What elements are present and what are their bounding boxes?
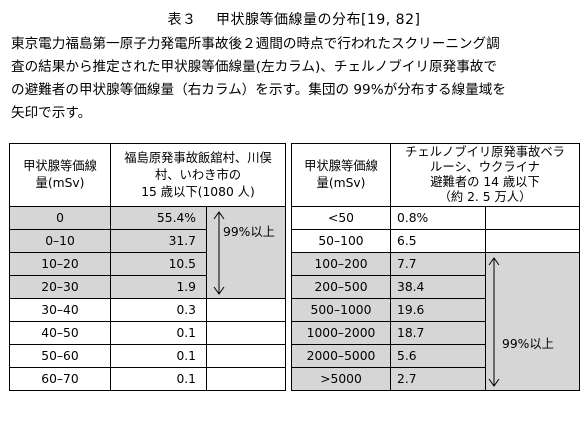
table-row: 50–100 6.5 xyxy=(291,229,580,253)
table-row: 1000–2000 18.7 xyxy=(291,321,580,345)
paragraph-line: 東京電力福島第一原子力発電所事故後２週間の時点で行われたスクリーニング調 xyxy=(11,36,500,52)
header-line: 福島原発事故飯舘村、川俣 xyxy=(124,150,272,165)
range-label: 99%以上 xyxy=(223,225,275,239)
table-row: 40–50 0.1 xyxy=(9,321,287,345)
table-row: 30–40 0.3 xyxy=(9,298,287,322)
value-cell: 2.7 xyxy=(390,367,486,391)
table-caption: 表３ 甲状腺等価線量の分布[19, 82] xyxy=(167,12,421,28)
paragraph-line: 査の結果から推定された甲状腺等価線量(左カラム)、チェルノブイリ原発事故で xyxy=(11,59,497,75)
dose-cell: 30–40 xyxy=(9,298,111,322)
header-line: 量(mSv) xyxy=(35,176,85,190)
dose-cell: 2000–5000 xyxy=(291,344,391,368)
paragraph-line: 矢印で示す。 xyxy=(11,105,92,121)
paragraph-line: の避難者の甲状腺等価線量（右カラム）を示す。集団の 99%が分布する線量域を xyxy=(11,82,506,98)
header-line: チェルノブイリ原発事故ベラ xyxy=(405,145,565,159)
chernobyl-dose-table: 甲状腺等価線 量(mSv) チェルノブイリ原発事故ベラ ルーシ、ウクライナ 避難… xyxy=(291,143,580,391)
range-label: 99%以上 xyxy=(502,337,554,351)
dose-cell: 50–100 xyxy=(291,229,391,253)
empty-cell xyxy=(205,344,287,368)
description-paragraph: 東京電力福島第一原子力発電所事故後２週間の時点で行われたスクリーニング調 査の結… xyxy=(11,33,583,125)
dose-cell: 0–10 xyxy=(9,229,111,253)
table-row: 2000–5000 5.6 xyxy=(291,344,580,368)
header-line: 甲状腺等価線 xyxy=(304,159,378,173)
dose-cell: 200–500 xyxy=(291,275,391,299)
empty-cell xyxy=(205,321,287,345)
empty-cell xyxy=(485,229,580,253)
value-cell: 6.5 xyxy=(390,229,486,253)
dose-column-header: 甲状腺等価線 量(mSv) xyxy=(9,143,111,207)
dose-cell: 100–200 xyxy=(291,252,391,276)
dose-cell: >5000 xyxy=(291,367,391,391)
range-arrow-cell: 99%以上 xyxy=(205,206,287,299)
dose-cell: 0 xyxy=(9,206,111,230)
value-cell: 31.7 xyxy=(110,229,207,253)
fukushima-dose-table: 甲状腺等価線 量(mSv) 福島原発事故飯舘村、川俣 村、いわき市の 15 歳以… xyxy=(9,143,287,391)
value-cell: 10.5 xyxy=(110,252,207,276)
group-column-header: 福島原発事故飯舘村、川俣 村、いわき市の 15 歳以下(1080 人) xyxy=(109,143,287,207)
dose-cell: 40–50 xyxy=(9,321,111,345)
value-cell: 38.4 xyxy=(390,275,486,299)
dose-cell: 20–30 xyxy=(9,275,111,299)
value-cell: 1.9 xyxy=(110,275,207,299)
empty-cell xyxy=(205,298,287,322)
table-row: 50–60 0.1 xyxy=(9,344,287,368)
group-column-header: チェルノブイリ原発事故ベラ ルーシ、ウクライナ 避難者の 14 歳以下 （約 2… xyxy=(390,143,580,207)
value-cell: 7.7 xyxy=(390,252,486,276)
value-cell: 0.1 xyxy=(110,321,207,345)
value-cell: 0.8% xyxy=(390,206,486,230)
header-line: 甲状腺等価線 xyxy=(23,159,97,173)
value-cell: 5.6 xyxy=(390,344,486,368)
table-row: <50 0.8% xyxy=(291,206,580,230)
table-row: 20–30 1.9 xyxy=(9,275,286,299)
table-row: 100–200 7.7 99%以上 xyxy=(291,252,580,391)
table-row: 500–1000 19.6 xyxy=(291,298,580,322)
value-cell: 0.1 xyxy=(110,367,207,391)
header-line: 避難者の 14 歳以下 xyxy=(430,175,540,189)
value-cell: 0.3 xyxy=(110,298,207,322)
header-line: 量(mSv) xyxy=(316,176,366,190)
empty-cell xyxy=(485,206,580,230)
dose-cell: 60–70 xyxy=(9,367,111,391)
range-arrow-cell: 99%以上 xyxy=(485,252,580,391)
range-arrow-icon xyxy=(488,257,500,387)
header-line: （約 2. 5 万人） xyxy=(438,190,532,204)
empty-cell xyxy=(205,367,287,391)
value-cell: 55.4% xyxy=(110,206,207,230)
dose-cell: 1000–2000 xyxy=(291,321,391,345)
table-row: 60–70 0.1 xyxy=(9,367,287,391)
value-cell: 18.7 xyxy=(390,321,486,345)
value-cell: 19.6 xyxy=(390,298,486,322)
header-line: ルーシ、ウクライナ xyxy=(430,160,540,174)
range-arrow-icon xyxy=(213,211,225,295)
dose-column-header: 甲状腺等価線 量(mSv) xyxy=(291,143,391,207)
header-line: 15 歳以下(1080 人) xyxy=(141,184,255,199)
header-line: 村、いわき市の xyxy=(154,167,242,182)
table-row: 0 55.4% 99%以上 xyxy=(9,206,287,299)
dose-cell: 500–1000 xyxy=(291,298,391,322)
dose-cell: <50 xyxy=(291,206,391,230)
table-row: 10–20 10.5 xyxy=(9,252,286,276)
dose-cell: 10–20 xyxy=(9,252,111,276)
dose-cell: 50–60 xyxy=(9,344,111,368)
value-cell: 0.1 xyxy=(110,344,207,368)
